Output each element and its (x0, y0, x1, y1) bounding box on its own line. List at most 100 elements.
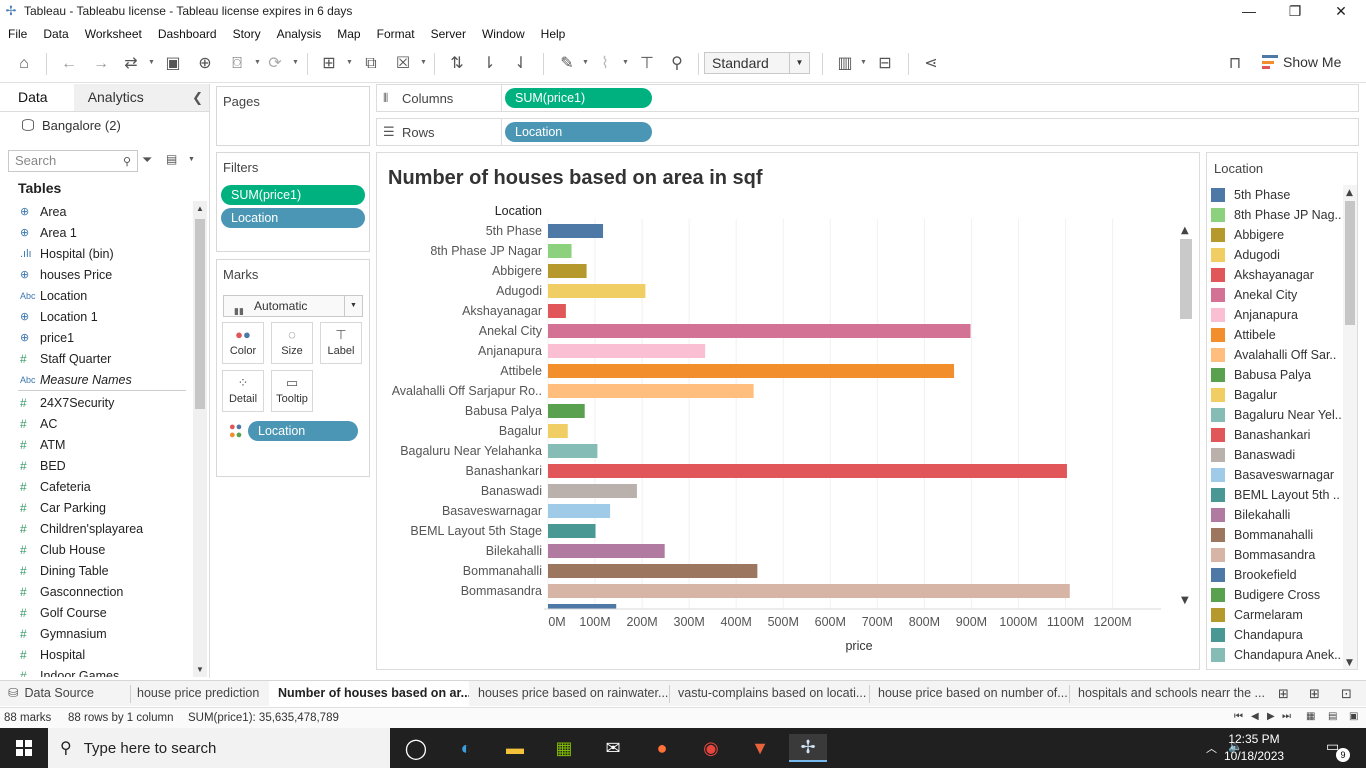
swap-rows-columns-icon[interactable]: ⇅ (450, 55, 464, 72)
mark-type-dropdown[interactable]: ▮▮ Automatic ▼ (223, 295, 363, 317)
swap-caret-icon[interactable]: ▼ (148, 59, 155, 66)
field-item[interactable]: # Car Parking (0, 497, 192, 518)
volume-icon[interactable]: 🔈 (1228, 739, 1243, 753)
sort-ascending-icon[interactable]: ⇂ (482, 55, 496, 72)
clear-sheet-icon[interactable]: ☒ (395, 55, 411, 72)
group-members-icon[interactable]: ⌇ (601, 55, 609, 72)
legend-item[interactable]: Anjanapura (1211, 305, 1345, 325)
bar[interactable] (548, 384, 754, 398)
taskbar-search-box[interactable]: ⚲ Type here to search (48, 728, 390, 768)
field-item[interactable]: Abc Measure Names (0, 369, 192, 390)
tab-analytics[interactable]: Analytics (73, 84, 209, 111)
menu-story[interactable]: Story (232, 27, 261, 41)
menu-data[interactable]: Data (43, 27, 69, 41)
show-me-button[interactable]: Show Me (1262, 54, 1341, 70)
field-item[interactable]: # Children'splayarea (0, 518, 192, 539)
new-worksheet-icon[interactable]: ⊞ (322, 55, 336, 72)
legend-item[interactable]: Basaveswarnagar (1211, 465, 1345, 485)
legend-item[interactable]: Chandapura (1211, 625, 1345, 645)
new-datasource-icon[interactable]: ⊕ (198, 55, 212, 72)
scroll-up-icon[interactable]: ▲ (1181, 225, 1189, 236)
legend-item[interactable]: Bagalur (1211, 385, 1345, 405)
chevron-down-icon[interactable]: ▼ (344, 296, 362, 316)
bar[interactable] (548, 224, 604, 238)
legend-item[interactable]: Carmelaram (1211, 605, 1345, 625)
field-item[interactable]: # Indoor Games (0, 665, 192, 678)
search-input[interactable]: Search ⚲ (8, 150, 138, 172)
refresh-caret-icon[interactable]: ▼ (292, 59, 299, 66)
legend-item[interactable]: Bommanahalli (1211, 525, 1345, 545)
minimize-button[interactable]: — (1242, 3, 1256, 19)
field-item[interactable]: Abc Location (0, 285, 192, 306)
size-button[interactable]: ◌ Size (271, 322, 313, 364)
menu-worksheet[interactable]: Worksheet (84, 27, 142, 41)
paint-format-icon[interactable]: ⊓ (1228, 55, 1242, 72)
maximize-button[interactable]: ❐ (1288, 2, 1302, 19)
view-options-caret-icon[interactable]: ▼ (188, 156, 195, 163)
start-button[interactable] (0, 728, 48, 768)
chevron-down-icon[interactable]: ▼ (789, 53, 809, 73)
close-button[interactable]: ✕ (1335, 2, 1347, 19)
menu-file[interactable]: File (8, 27, 28, 41)
tableau-taskbar-icon[interactable]: ✢ (789, 734, 827, 762)
bar-partial[interactable] (548, 604, 617, 618)
legend-item[interactable]: BEML Layout 5th .. (1211, 485, 1345, 505)
field-item[interactable]: # Staff Quarter (0, 348, 192, 369)
field-item[interactable]: # ATM (0, 434, 192, 455)
highlight-caret-icon[interactable]: ▼ (582, 59, 589, 66)
color-pill-location[interactable]: Location (248, 421, 358, 441)
show-tabs-icon[interactable]: ▤ (1328, 711, 1338, 722)
sheet-tab[interactable]: vastu-complains based on locati... (678, 686, 867, 700)
bar[interactable] (548, 584, 1070, 598)
field-item[interactable]: ⊕ Area 1 (0, 222, 192, 243)
sheet-tab[interactable]: hospitals and schools nearr the ... (1078, 686, 1265, 700)
new-worksheet-icon[interactable]: ⊞ (1278, 686, 1289, 701)
field-item[interactable]: # Cafeteria (0, 476, 192, 497)
legend-item[interactable]: Banaswadi (1211, 445, 1345, 465)
microsoft-store-icon[interactable]: ▦ (555, 737, 573, 758)
highlight-icon[interactable]: ✎ (560, 55, 574, 72)
show-filmstrip-icon[interactable]: ▦ (1306, 711, 1316, 722)
detail-button[interactable]: ⁘ Detail (222, 370, 264, 412)
file-explorer-icon[interactable]: ▬ (506, 737, 524, 758)
first-sheet-icon[interactable]: ⏮ (1234, 711, 1243, 722)
color-button[interactable]: ●● Color (222, 322, 264, 364)
columns-pill-sum-price1[interactable]: SUM(price1) (505, 88, 652, 108)
sheet-tab[interactable]: house price based on number of... (878, 686, 1068, 700)
legend-item[interactable]: Bommasandra (1211, 545, 1345, 565)
bar[interactable] (548, 524, 596, 538)
firefox-icon[interactable]: ● (656, 737, 668, 758)
show-cards-icon[interactable]: ▥ (837, 55, 853, 72)
legend-item[interactable]: Attibele (1211, 325, 1345, 345)
clock[interactable]: 12:35 PM 10/18/2023 (1224, 731, 1284, 765)
save-icon[interactable]: ▣ (165, 55, 181, 72)
menu-map[interactable]: Map (337, 27, 361, 41)
field-item[interactable]: ⊕ price1 (0, 327, 192, 348)
prev-sheet-icon[interactable]: ◀ (1251, 711, 1259, 722)
notification-icon[interactable]: ▭ (1326, 738, 1340, 754)
view-canvas[interactable]: Number of houses based on area in sqf Lo… (376, 152, 1200, 670)
menu-server[interactable]: Server (430, 27, 466, 41)
bar[interactable] (548, 244, 572, 258)
legend-item[interactable]: Bilekahalli (1211, 505, 1345, 525)
cards-caret-icon[interactable]: ▼ (860, 59, 867, 66)
legend-item[interactable]: Banashankari (1211, 425, 1345, 445)
collapse-pane-icon[interactable]: ❮ (192, 90, 203, 105)
bar[interactable] (548, 284, 646, 298)
show-hidden-icons-icon[interactable]: ︿ (1206, 743, 1217, 755)
field-item[interactable]: # Gasconnection (0, 581, 192, 602)
fit-dropdown[interactable]: Standard ▼ (704, 52, 810, 74)
bar[interactable] (548, 304, 566, 318)
bar[interactable] (548, 424, 568, 438)
task-view-icon[interactable]: ◯ (404, 737, 428, 760)
next-sheet-icon[interactable]: ▶ (1267, 711, 1275, 722)
view-options-icon[interactable]: ▤ (166, 152, 178, 166)
clear-caret-icon[interactable]: ▼ (420, 59, 427, 66)
field-item[interactable]: # Gymnasium (0, 623, 192, 644)
show-labels-icon[interactable]: ⊤ (640, 55, 654, 72)
group-caret-icon[interactable]: ▼ (622, 59, 629, 66)
bar[interactable] (548, 564, 758, 578)
pause-updates-icon[interactable]: ⌼ (232, 55, 242, 72)
bar[interactable] (548, 504, 611, 518)
chart-scroll-thumb[interactable] (1180, 239, 1192, 319)
